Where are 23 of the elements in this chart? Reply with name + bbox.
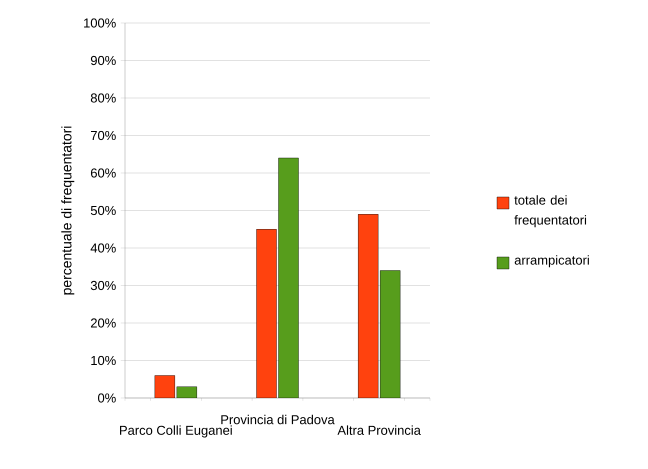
- y-tick-label: 40%: [90, 243, 116, 253]
- bar: [256, 229, 277, 398]
- y-tick-label: 30%: [90, 280, 116, 290]
- y-tick-label: 60%: [90, 168, 116, 178]
- bar: [380, 270, 400, 398]
- y-tick-label: 10%: [91, 356, 116, 366]
- y-tick-label: 80%: [90, 93, 116, 103]
- bar: [176, 386, 197, 398]
- y-tick-label: 0%: [98, 393, 116, 403]
- y-tick-label: 20%: [90, 318, 116, 328]
- x-tick-label: Parco Colli Euganei: [120, 425, 232, 438]
- y-axis-title: percentuale di frequentatori: [61, 126, 74, 294]
- y-tick-label: 70%: [90, 130, 116, 140]
- y-tick-label: 90%: [90, 56, 116, 66]
- bar: [278, 158, 299, 398]
- bar: [154, 375, 176, 398]
- y-tick-label: 50%: [90, 206, 116, 216]
- x-tick-label: Altra Provincia: [337, 425, 421, 435]
- bar: [358, 214, 378, 398]
- legend-label: totale dei frequentatori: [514, 195, 586, 228]
- legend-label: arrampicatori: [514, 255, 589, 268]
- x-tick-label: Provincia di Padova: [221, 414, 335, 424]
- y-tick-label: 100%: [84, 18, 116, 28]
